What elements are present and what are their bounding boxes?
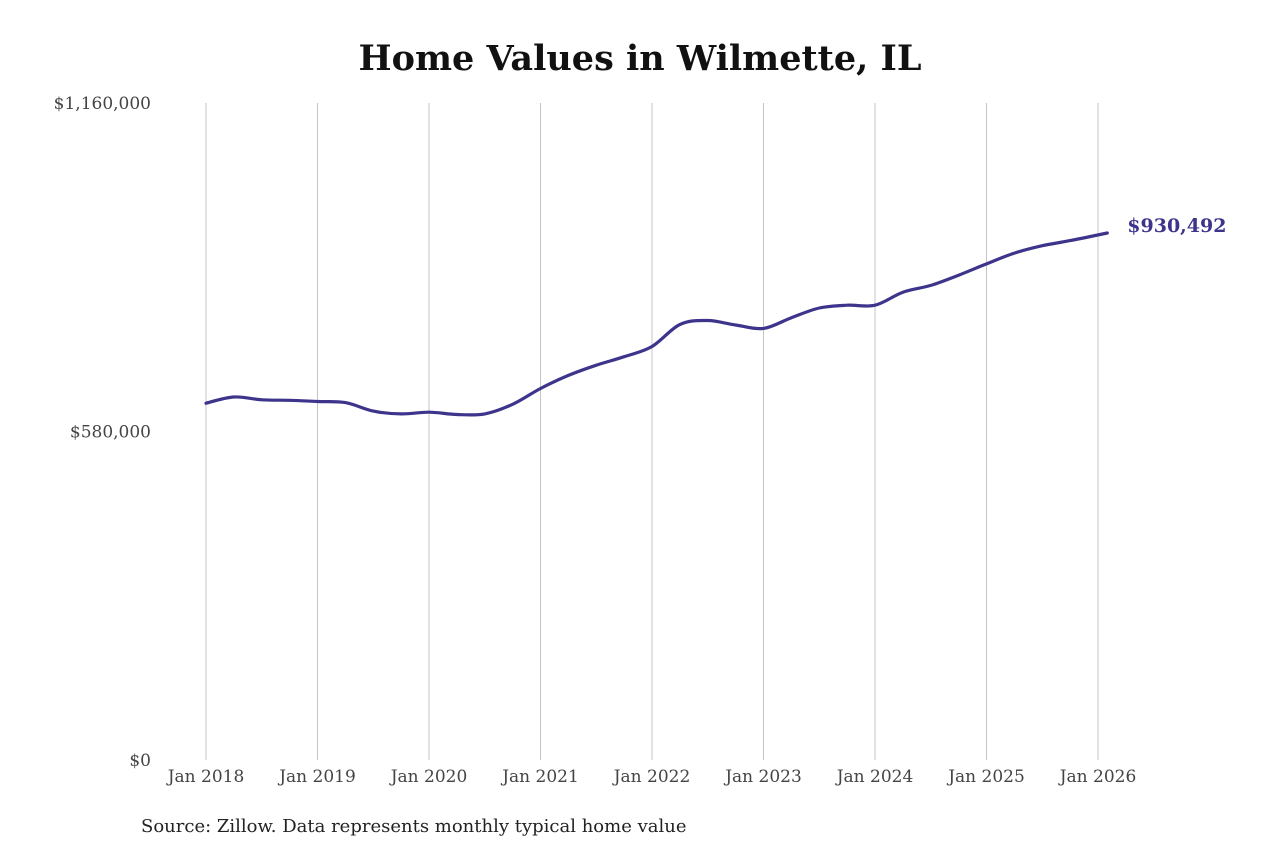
end-value-label: $930,492 (1127, 215, 1226, 237)
x-tick-label: Jan 2022 (612, 767, 691, 787)
x-tick-label: Jan 2019 (277, 767, 356, 787)
y-tick-label: $580,000 (70, 423, 151, 443)
chart-title: Home Values in Wilmette, IL (358, 38, 922, 79)
series-line (204, 231, 1109, 417)
source-note: Source: Zillow. Data represents monthly … (141, 816, 687, 837)
x-tick-label: Jan 2021 (500, 767, 579, 787)
x-tick-label: Jan 2025 (946, 767, 1025, 787)
x-tick-label: Jan 2024 (835, 767, 914, 787)
y-tick-label: $1,160,000 (54, 94, 151, 114)
x-tick-label: Jan 2018 (166, 767, 245, 787)
x-tick-label: Jan 2020 (389, 767, 468, 787)
x-tick-label: Jan 2026 (1058, 767, 1137, 787)
y-tick-label: $0 (129, 751, 151, 771)
x-tick-label: Jan 2023 (723, 767, 802, 787)
